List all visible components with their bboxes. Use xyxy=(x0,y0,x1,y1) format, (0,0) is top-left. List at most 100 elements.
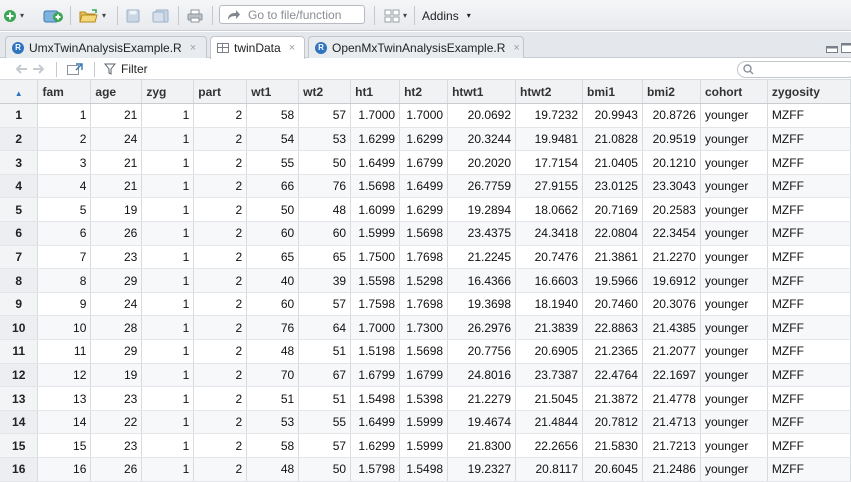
cell-part: 2 xyxy=(194,151,247,175)
row-number-header[interactable]: ▲ xyxy=(0,80,38,104)
cell-zyg: 1 xyxy=(142,458,194,482)
tab-twindata[interactable]: twinData × xyxy=(210,36,305,59)
cell-bmi1: 20.7812 xyxy=(583,410,643,434)
cell-age: 19 xyxy=(91,363,142,387)
new-file-button[interactable]: ▾ xyxy=(3,0,24,31)
save-all-button[interactable] xyxy=(152,0,169,31)
editor-tab-bar: R UmxTwinAnalysisExample.R × twinData × … xyxy=(0,32,851,58)
tab-label: OpenMxTwinAnalysisExample.R xyxy=(332,41,505,55)
cell-fam: 16 xyxy=(38,458,91,482)
cell-bmi1: 20.7169 xyxy=(583,198,643,222)
row-number: 5 xyxy=(0,198,38,222)
chevron-down-icon: ▾ xyxy=(102,11,106,20)
column-header-fam[interactable]: fam xyxy=(38,80,91,104)
chevron-down-icon: ▾ xyxy=(20,11,24,20)
cell-wt1: 66 xyxy=(247,174,299,198)
show-in-new-window-button[interactable] xyxy=(67,63,83,78)
cell-ht1: 1.7500 xyxy=(351,245,400,269)
back-button[interactable] xyxy=(14,63,28,78)
cell-part: 2 xyxy=(194,245,247,269)
cell-part: 2 xyxy=(194,292,247,316)
minimize-pane-button[interactable] xyxy=(826,42,838,56)
column-header-wt2[interactable]: wt2 xyxy=(299,80,351,104)
row-number: 13 xyxy=(0,387,38,411)
cell-ht2: 1.6499 xyxy=(400,174,448,198)
column-header-wt1[interactable]: wt1 xyxy=(247,80,299,104)
cell-ht2: 1.7698 xyxy=(400,292,448,316)
cell-zygosity: MZFF xyxy=(767,410,850,434)
table-search-input[interactable] xyxy=(737,61,851,78)
minimize-icon xyxy=(826,43,838,53)
column-header-ht1[interactable]: ht1 xyxy=(351,80,400,104)
column-header-zygosity[interactable]: zygosity xyxy=(767,80,850,104)
forward-button[interactable] xyxy=(32,63,46,78)
column-header-ht2[interactable]: ht2 xyxy=(400,80,448,104)
cell-ht2: 1.7300 xyxy=(400,316,448,340)
cell-ht1: 1.6499 xyxy=(351,151,400,175)
column-header-zyg[interactable]: zyg xyxy=(142,80,194,104)
cell-ht1: 1.6299 xyxy=(351,434,400,458)
open-file-button[interactable]: ▾ xyxy=(79,0,106,31)
cell-cohort: younger xyxy=(700,222,767,246)
row-number: 7 xyxy=(0,245,38,269)
cell-htwt2: 16.6603 xyxy=(516,269,583,293)
cell-ht2: 1.5698 xyxy=(400,222,448,246)
cell-zyg: 1 xyxy=(142,245,194,269)
goto-file-function-input[interactable]: Go to file/function xyxy=(219,5,365,24)
cell-ht1: 1.6299 xyxy=(351,127,400,151)
column-header-part[interactable]: part xyxy=(194,80,247,104)
column-header-bmi2[interactable]: bmi2 xyxy=(642,80,700,104)
workspace-panes-button[interactable]: ▾ xyxy=(384,0,407,31)
cell-wt1: 70 xyxy=(247,363,299,387)
cell-zygosity: MZFF xyxy=(767,292,850,316)
print-button[interactable] xyxy=(187,0,203,31)
close-icon[interactable]: × xyxy=(513,42,519,54)
cell-part: 2 xyxy=(194,363,247,387)
new-project-button[interactable] xyxy=(43,0,65,31)
cell-cohort: younger xyxy=(700,340,767,364)
cell-wt1: 53 xyxy=(247,410,299,434)
cell-bmi2: 21.2270 xyxy=(642,245,700,269)
column-header-htwt2[interactable]: htwt2 xyxy=(516,80,583,104)
chevron-down-icon: ▾ xyxy=(467,11,471,20)
cell-fam: 10 xyxy=(38,316,91,340)
cell-cohort: younger xyxy=(700,174,767,198)
close-icon[interactable]: × xyxy=(289,42,295,54)
column-header-bmi1[interactable]: bmi1 xyxy=(583,80,643,104)
cell-ht1: 1.5999 xyxy=(351,222,400,246)
cell-zygosity: MZFF xyxy=(767,222,850,246)
column-header-htwt1[interactable]: htwt1 xyxy=(448,80,516,104)
cell-zyg: 1 xyxy=(142,127,194,151)
save-button[interactable] xyxy=(126,0,140,31)
column-header-age[interactable]: age xyxy=(91,80,142,104)
filter-funnel-icon xyxy=(104,63,116,75)
table-icon xyxy=(217,43,229,53)
cell-ht1: 1.5698 xyxy=(351,174,400,198)
tab-openmx-twin-analysis[interactable]: R OpenMxTwinAnalysisExample.R × xyxy=(308,36,524,58)
cell-wt2: 39 xyxy=(299,269,351,293)
addins-menu[interactable]: Addins ▾ xyxy=(422,0,471,31)
cell-bmi1: 22.8863 xyxy=(583,316,643,340)
maximize-pane-button[interactable] xyxy=(841,42,851,56)
close-icon[interactable]: × xyxy=(190,42,196,54)
column-header-cohort[interactable]: cohort xyxy=(700,80,767,104)
cell-ht2: 1.6299 xyxy=(400,198,448,222)
filter-button[interactable]: Filter xyxy=(104,59,148,79)
tab-umx-twin-analysis[interactable]: R UmxTwinAnalysisExample.R × xyxy=(5,36,207,58)
